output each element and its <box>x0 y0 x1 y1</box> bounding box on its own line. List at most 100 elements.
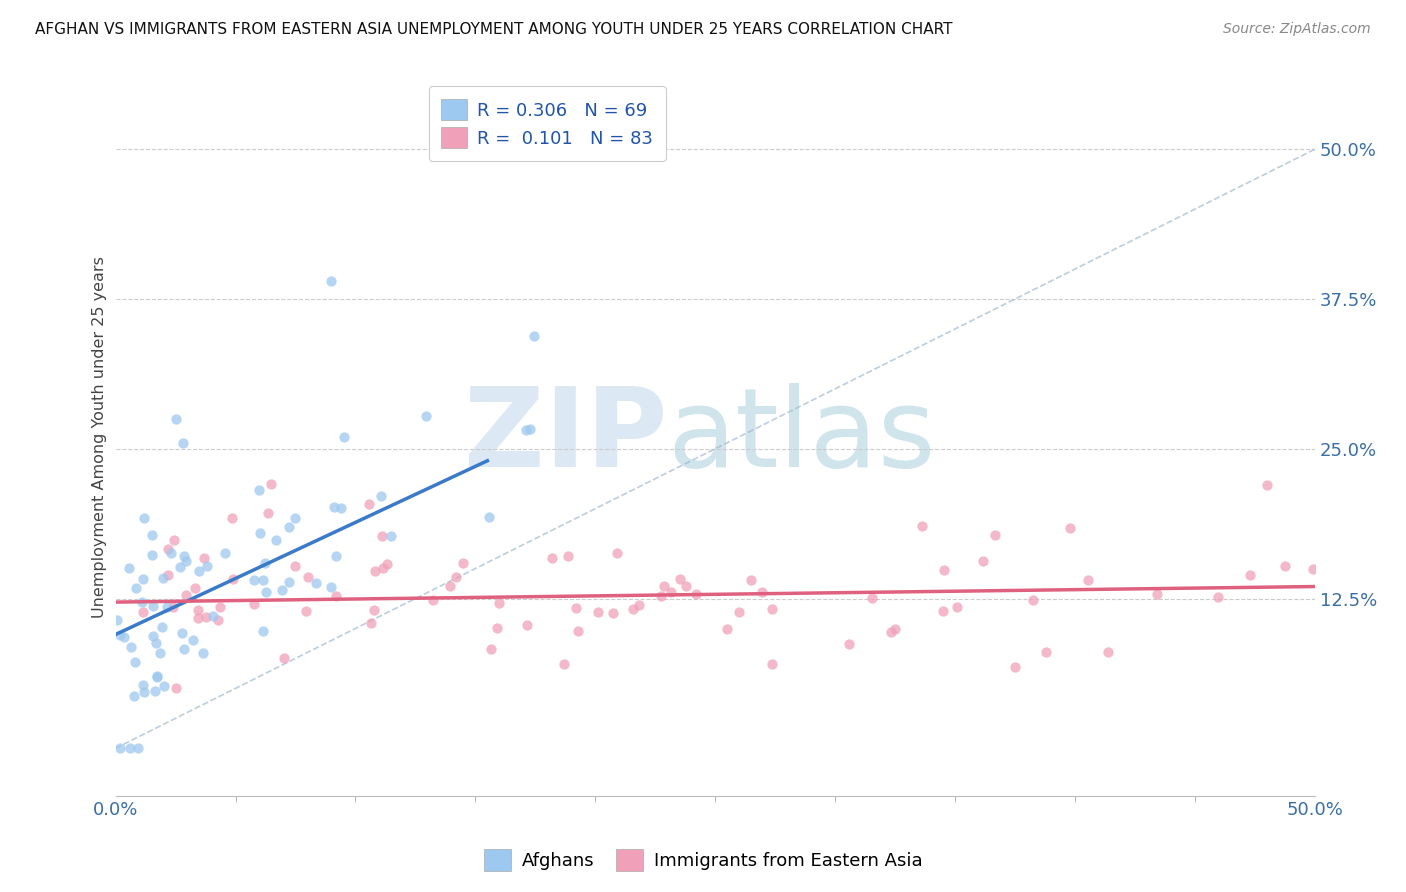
Point <box>170 626 193 640</box>
Point <box>150 619 173 633</box>
Point <box>322 500 344 514</box>
Point <box>659 585 682 599</box>
Point <box>371 561 394 575</box>
Point <box>141 629 163 643</box>
Legend: R = 0.306   N = 69, R =  0.101   N = 83: R = 0.306 N = 69, R = 0.101 N = 83 <box>429 87 666 161</box>
Point <box>249 526 271 541</box>
Point <box>243 597 266 611</box>
Point <box>360 615 382 630</box>
Point <box>439 579 461 593</box>
Point <box>451 556 474 570</box>
Point <box>860 591 883 606</box>
Point <box>880 624 903 639</box>
Point <box>685 587 707 601</box>
Point <box>159 545 181 559</box>
Point <box>118 741 141 756</box>
Point <box>132 678 155 692</box>
Point <box>972 554 994 568</box>
Point <box>165 412 187 426</box>
Point <box>105 613 128 627</box>
Point <box>156 542 179 557</box>
Point <box>932 604 955 618</box>
Point <box>838 637 860 651</box>
Point <box>249 483 271 497</box>
Point <box>165 681 187 696</box>
Point <box>371 529 394 543</box>
Point <box>183 581 205 595</box>
Point <box>1077 573 1099 587</box>
Point <box>208 600 231 615</box>
Point <box>675 578 697 592</box>
Point <box>325 549 347 564</box>
Point <box>252 624 274 639</box>
Point <box>142 599 165 613</box>
Point <box>193 551 215 566</box>
Point <box>124 689 146 703</box>
Point <box>553 657 575 671</box>
Point <box>152 571 174 585</box>
Point <box>253 556 276 570</box>
Point <box>172 435 194 450</box>
Point <box>1239 567 1261 582</box>
Point <box>156 600 179 615</box>
Point <box>156 568 179 582</box>
Point <box>214 546 236 560</box>
Point <box>479 642 502 657</box>
Text: atlas: atlas <box>668 384 936 491</box>
Point <box>173 641 195 656</box>
Point <box>359 498 381 512</box>
Point <box>1097 645 1119 659</box>
Point <box>174 588 197 602</box>
Point <box>146 669 169 683</box>
Point <box>1022 593 1045 607</box>
Point <box>883 622 905 636</box>
Point <box>727 605 749 619</box>
Point <box>375 557 398 571</box>
Point <box>761 657 783 672</box>
Point <box>523 329 546 343</box>
Text: ZIP: ZIP <box>464 384 668 491</box>
Point <box>557 549 579 563</box>
Point <box>278 575 301 590</box>
Point <box>478 510 501 524</box>
Point <box>668 572 690 586</box>
Point <box>257 506 280 520</box>
Point <box>761 601 783 615</box>
Point <box>284 510 307 524</box>
Point <box>202 609 225 624</box>
Point <box>252 573 274 587</box>
Point <box>330 501 353 516</box>
Point <box>932 563 955 577</box>
Point <box>118 561 141 575</box>
Point <box>1035 645 1057 659</box>
Point <box>321 274 343 288</box>
Point <box>1274 559 1296 574</box>
Point <box>565 600 588 615</box>
Point <box>146 670 169 684</box>
Point <box>284 559 307 574</box>
Point <box>652 579 675 593</box>
Point <box>127 741 149 756</box>
Point <box>364 565 387 579</box>
Point <box>187 564 209 578</box>
Point <box>195 558 218 573</box>
Point <box>319 580 342 594</box>
Point <box>983 528 1005 542</box>
Point <box>260 477 283 491</box>
Point <box>325 589 347 603</box>
Point <box>243 573 266 587</box>
Point <box>222 572 245 586</box>
Point <box>193 646 215 660</box>
Point <box>621 601 644 615</box>
Point <box>1206 590 1229 604</box>
Point <box>141 528 163 542</box>
Point <box>650 590 672 604</box>
Point <box>153 679 176 693</box>
Point <box>1302 562 1324 576</box>
Point <box>422 592 444 607</box>
Legend: Afghans, Immigrants from Eastern Asia: Afghans, Immigrants from Eastern Asia <box>477 842 929 879</box>
Point <box>740 573 762 587</box>
Point <box>112 630 135 644</box>
Point <box>911 518 934 533</box>
Point <box>1146 587 1168 601</box>
